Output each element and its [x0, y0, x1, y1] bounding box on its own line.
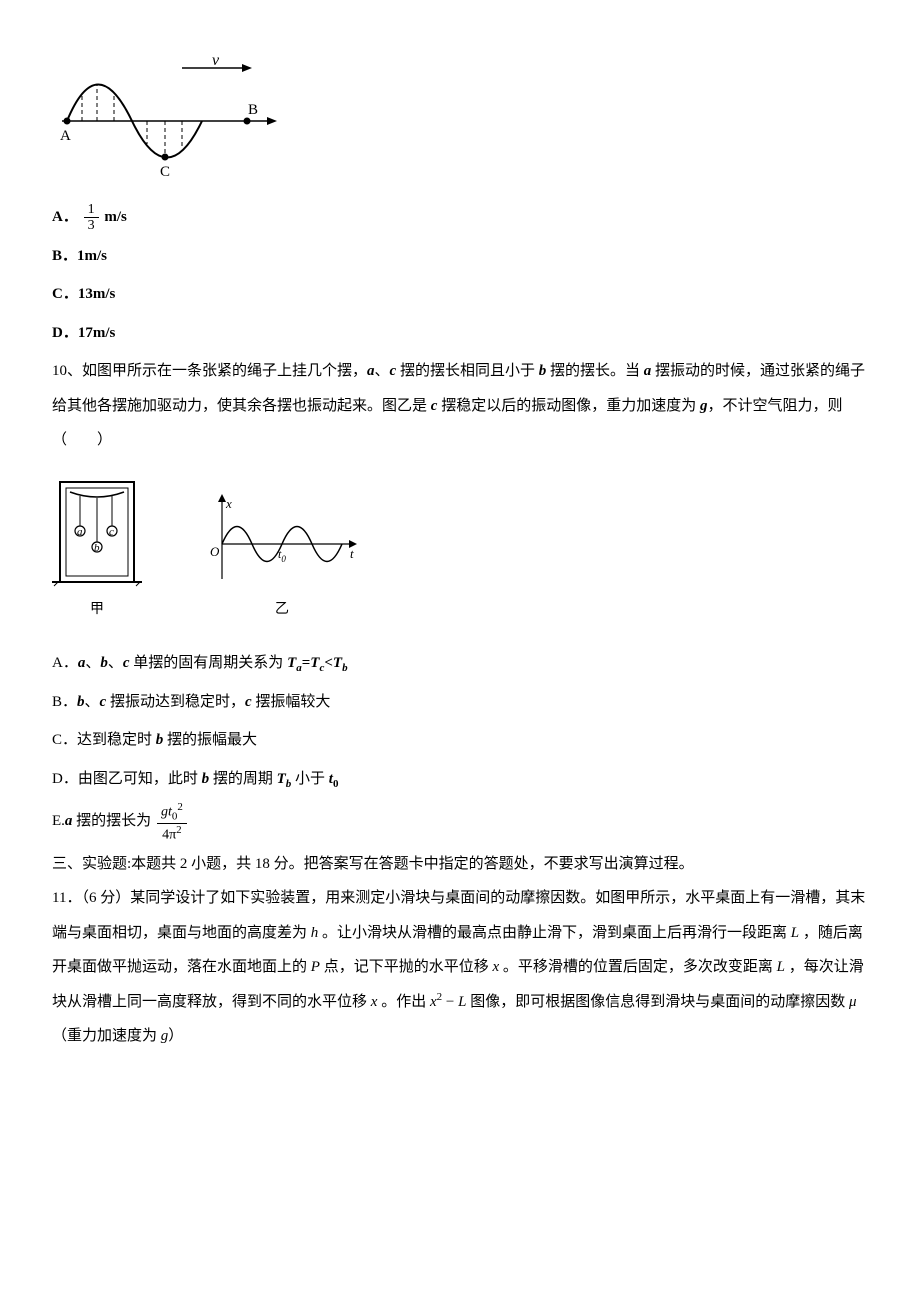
svg-text:b: b	[94, 542, 100, 554]
q10-fig1: a b c 甲	[52, 474, 142, 626]
q9-optA: A． 1 3 m/s	[52, 200, 868, 235]
q10-optC: C．达到稳定时 b 摆的振幅最大	[52, 723, 868, 758]
q10-optA: A．a、b、c 单摆的固有周期关系为 Ta=Tc<Tb	[52, 646, 868, 681]
svg-text:t0: t0	[278, 547, 286, 564]
section3-heading: 三、实验题:本题共 2 小题，共 18 分。把答案写在答题卡中指定的答题处，不要…	[52, 847, 868, 882]
label-C: C	[160, 164, 170, 180]
label-B: B	[248, 102, 258, 118]
q9-wave-figure: A B C v	[52, 56, 868, 186]
svg-text:x: x	[225, 496, 232, 511]
q9-optB: B．1m/s	[52, 239, 868, 274]
svg-text:a: a	[77, 526, 83, 538]
q10-fig2: x O t0 t 乙	[202, 494, 362, 626]
wave-svg: A B C v	[52, 56, 282, 186]
svg-text:O: O	[210, 544, 220, 559]
q10-optD: D．由图乙可知，此时 b 摆的周期 Tb 小于 t0	[52, 762, 868, 797]
q10-figures: a b c 甲 x O t0 t 乙	[52, 474, 868, 626]
q9-optD: D．17m/s	[52, 316, 868, 351]
svg-text:c: c	[109, 526, 114, 538]
svg-text:t: t	[350, 546, 354, 561]
label-A: A	[60, 128, 71, 144]
label-v: v	[212, 56, 220, 69]
q10-optB: B．b、c 摆振动达到稳定时，c 摆振幅较大	[52, 685, 868, 720]
q10-stem: 10、如图甲所示在一条张紧的绳子上挂几个摆，a、c 摆的摆长相同且小于 b 摆的…	[52, 354, 868, 458]
q11-stem: 11．（6 分）某同学设计了如下实验装置，用来测定小滑块与桌面间的动摩擦因数。如…	[52, 881, 868, 1054]
q9-optC: C．13m/s	[52, 277, 868, 312]
q10-optE: E.a 摆的摆长为 gt02 4π2	[52, 801, 868, 843]
